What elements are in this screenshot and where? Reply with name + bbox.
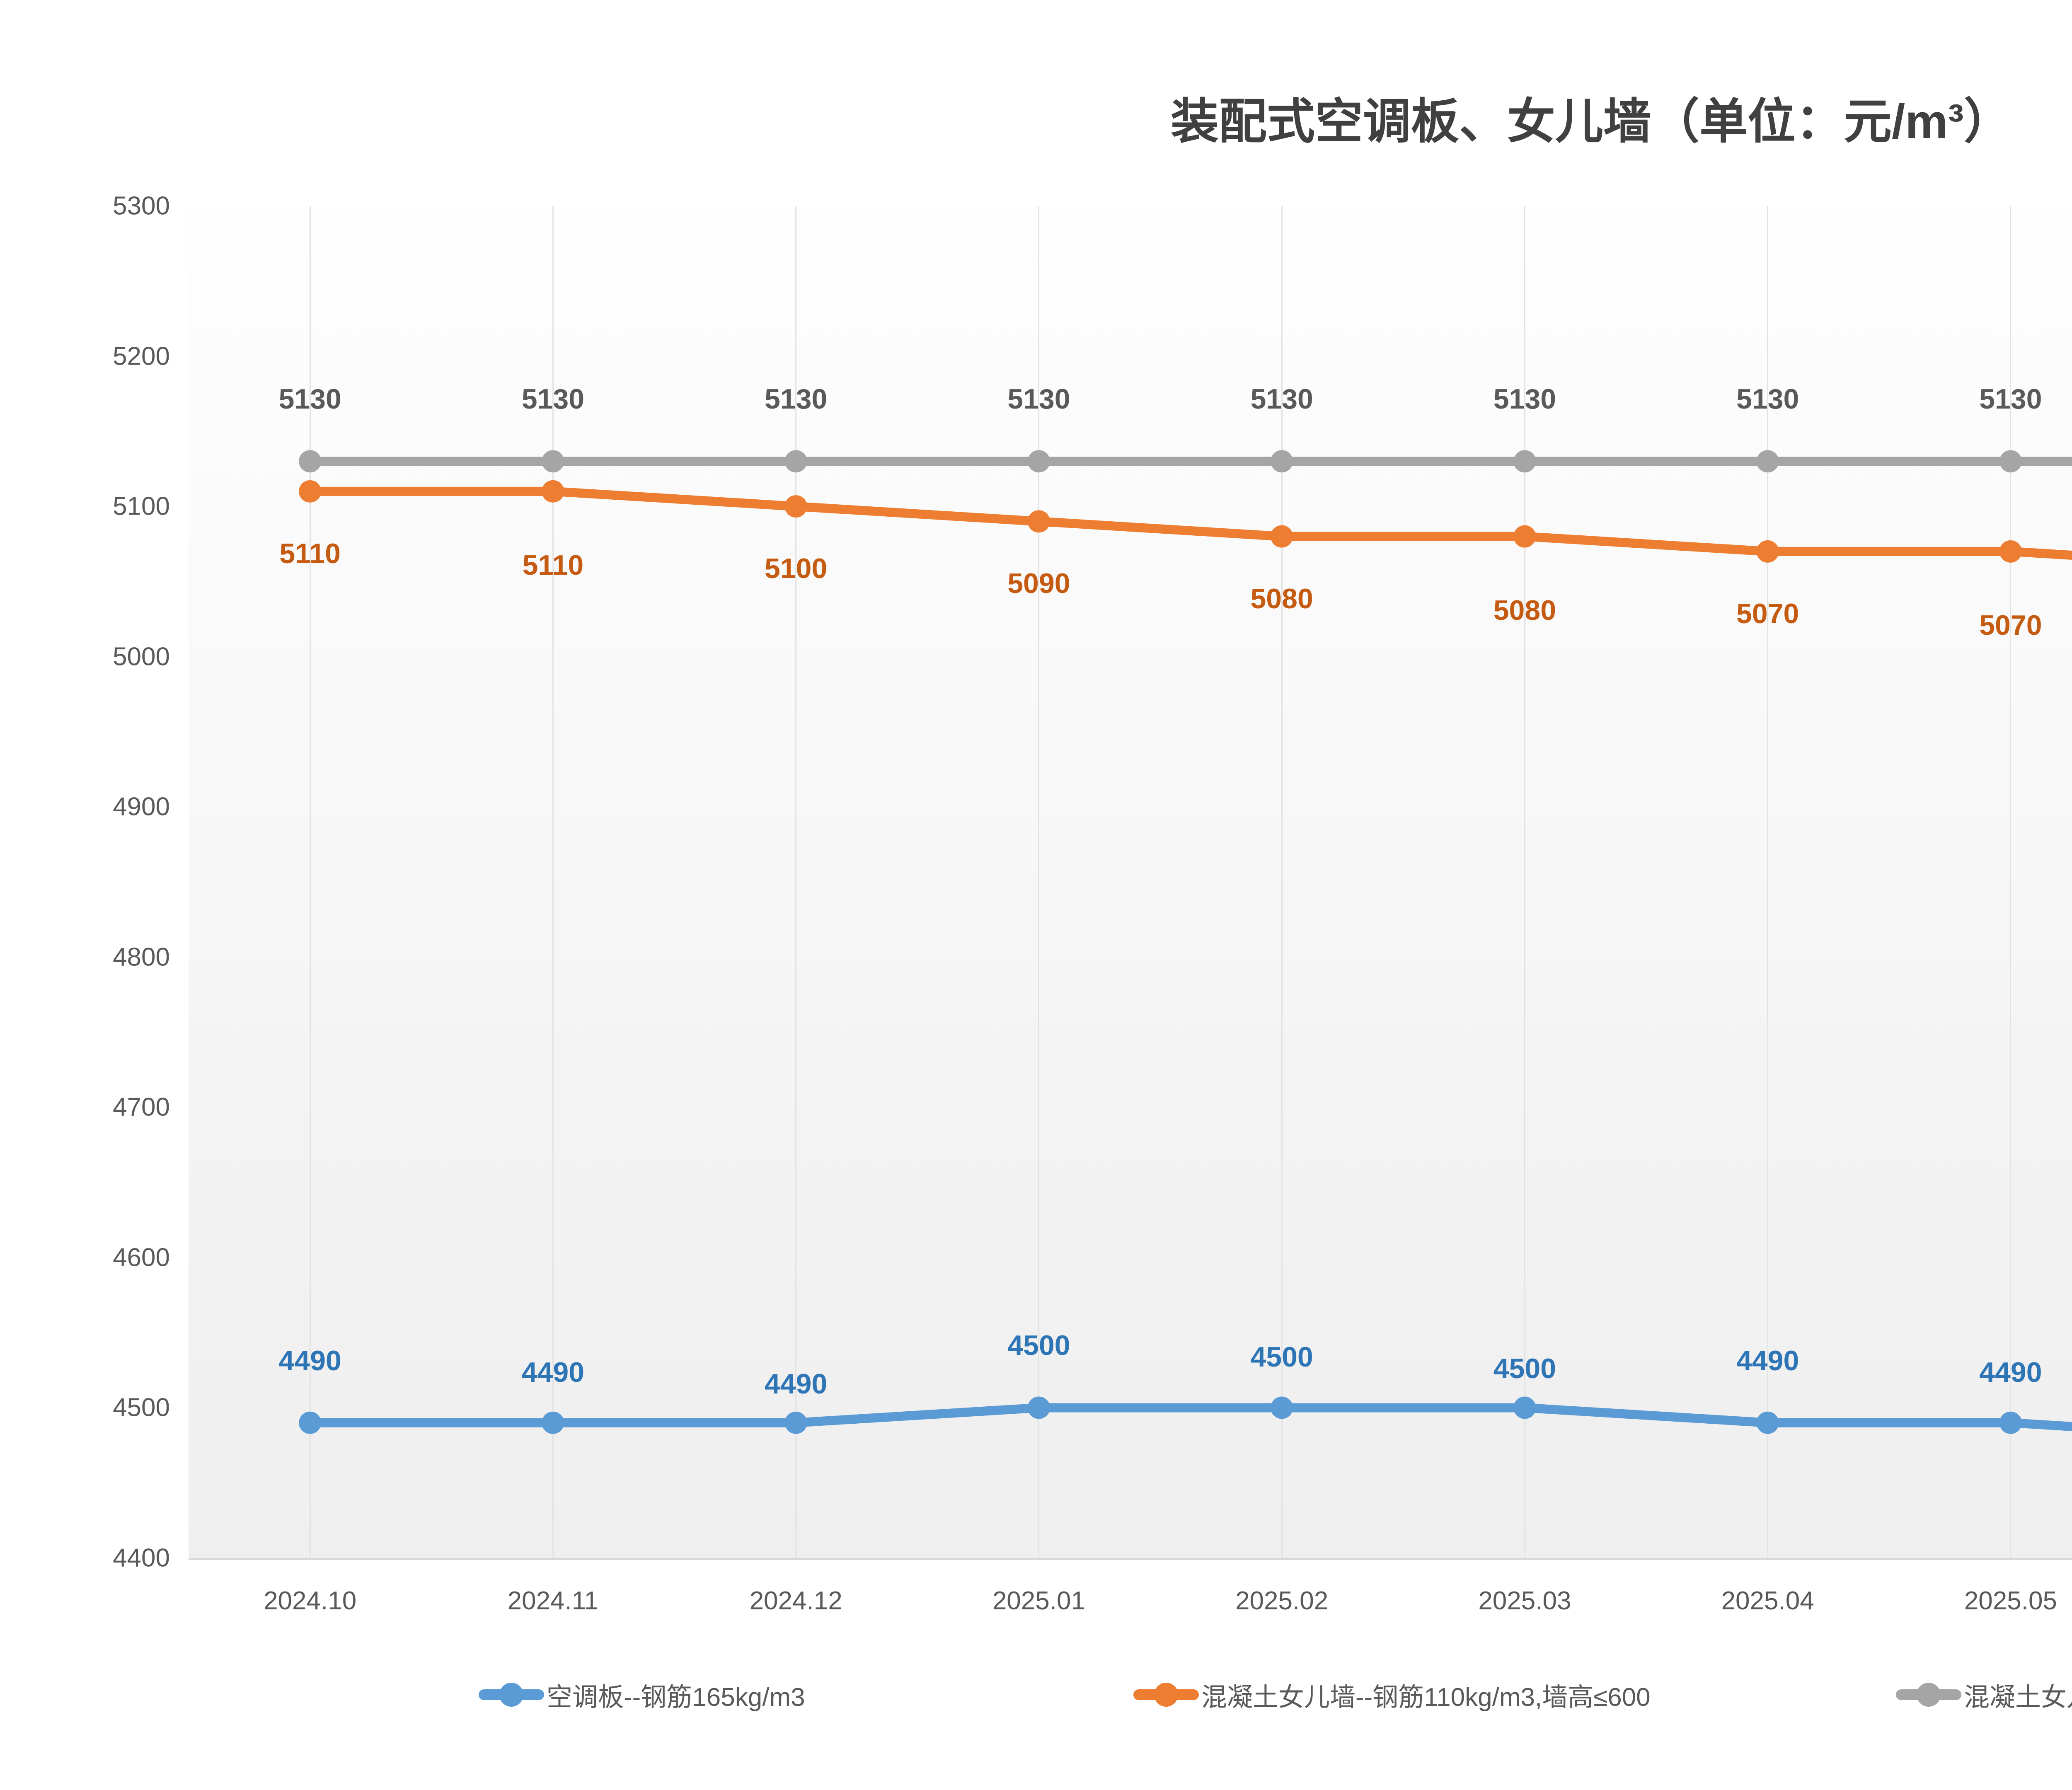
- x-axis-line: [189, 1558, 2072, 1560]
- legend-marker-icon: [1896, 1672, 1961, 1717]
- x-axis-tick-2025.01: 2025.01: [992, 1587, 1085, 1615]
- chart-legend: 空调板--钢筋165kg/m3 混凝土女儿墙--钢筋110kg/m3,墙高≤600…: [0, 1672, 2072, 1717]
- y-axis-tick-5200: 5200: [113, 342, 170, 371]
- gridline: [552, 206, 554, 1558]
- data-label: 5130: [764, 383, 828, 415]
- x-axis-tick-2025.03: 2025.03: [1478, 1587, 1571, 1615]
- data-label: 5130: [278, 383, 341, 415]
- legend-label: 空调板--钢筋165kg/m3: [547, 1683, 805, 1712]
- data-label: 5110: [522, 549, 584, 581]
- legend-label: 混凝土女儿墙--钢筋110kg/m3,墙高≤600: [1201, 1683, 1651, 1712]
- data-label: 5100: [764, 553, 828, 585]
- y-axis-tick-4500: 4500: [113, 1393, 170, 1422]
- y-axis-tick-4600: 4600: [113, 1243, 170, 1272]
- legend-dot: [1154, 1683, 1178, 1707]
- data-label: 5070: [1979, 609, 2042, 641]
- legend-label: 混凝土女儿墙--钢筋70kg/m3,墙高≤1400: [1964, 1683, 2072, 1712]
- legend-dot: [499, 1683, 523, 1707]
- data-label: 5130: [1979, 383, 2042, 415]
- x-axis-tick-2024.10: 2024.10: [264, 1587, 357, 1615]
- data-label: 5080: [1250, 583, 1313, 614]
- legend-dot: [1917, 1683, 1941, 1707]
- x-axis-tick-2024.11: 2024.11: [507, 1587, 599, 1615]
- y-axis-tick-5100: 5100: [113, 492, 170, 521]
- y-axis-tick-4800: 4800: [113, 943, 170, 972]
- data-label: 5090: [1007, 568, 1070, 600]
- y-axis-tick-4700: 4700: [113, 1093, 170, 1122]
- data-label: 5130: [1493, 383, 1556, 415]
- x-axis-tick-2025.02: 2025.02: [1235, 1587, 1329, 1615]
- x-axis-tick-2025.05: 2025.05: [1964, 1587, 2057, 1615]
- data-label: 4500: [1007, 1330, 1070, 1362]
- data-label: 4490: [1736, 1345, 1799, 1376]
- data-label: 5110: [279, 537, 341, 569]
- legend-item-0[interactable]: 空调板--钢筋165kg/m3: [479, 1672, 805, 1717]
- legend-item-1[interactable]: 混凝土女儿墙--钢筋110kg/m3,墙高≤600: [1133, 1672, 1651, 1717]
- gridline: [1524, 206, 1525, 1558]
- legend-marker-icon: [1133, 1672, 1199, 1717]
- data-label: 5080: [1493, 594, 1556, 626]
- data-label: 5130: [1736, 383, 1799, 415]
- data-label: 5070: [1736, 597, 1799, 629]
- data-label: 5130: [1007, 383, 1070, 415]
- chart-title: 装配式空调板、女儿墙（单位：元/m³）: [1171, 94, 2012, 148]
- data-label: 5130: [1250, 383, 1313, 415]
- data-label: 4490: [521, 1356, 585, 1388]
- data-label: 4500: [1250, 1341, 1313, 1373]
- y-axis-tick-5300: 5300: [113, 191, 170, 220]
- x-axis-tick-2025.04: 2025.04: [1721, 1587, 1814, 1615]
- data-label: 5130: [521, 383, 585, 415]
- y-axis-tick-4900: 4900: [113, 792, 170, 821]
- gridline: [1038, 206, 1040, 1558]
- y-axis-tick-4400: 4400: [113, 1543, 170, 1572]
- legend-marker-icon: [479, 1672, 544, 1717]
- gridline: [1281, 206, 1283, 1558]
- data-label: 4490: [764, 1368, 828, 1400]
- x-axis-tick-2024.12: 2024.12: [749, 1587, 842, 1615]
- y-axis-tick-5000: 5000: [113, 642, 170, 671]
- data-label: 4500: [1493, 1353, 1556, 1385]
- legend-item-2[interactable]: 混凝土女儿墙--钢筋70kg/m3,墙高≤1400: [1896, 1672, 2072, 1717]
- gridline: [2010, 206, 2011, 1558]
- gridline: [795, 206, 797, 1558]
- plot-area: [189, 206, 2072, 1558]
- data-label: 4490: [278, 1345, 341, 1376]
- data-label: 4490: [1979, 1356, 2042, 1388]
- gridline: [309, 206, 311, 1558]
- gridline: [1767, 206, 1769, 1558]
